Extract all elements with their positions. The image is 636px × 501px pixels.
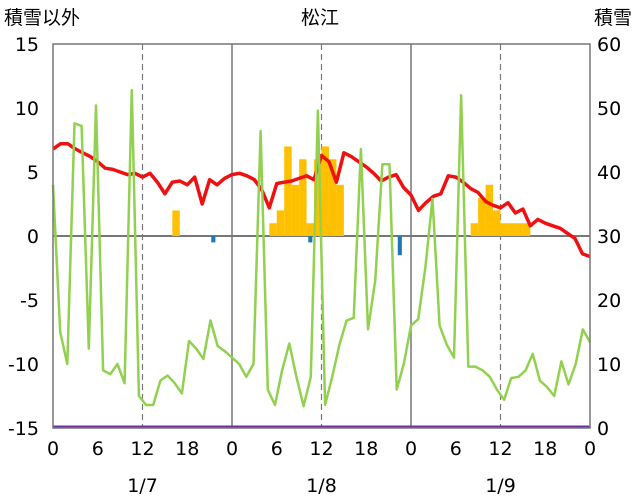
- left-tick-label: 10: [15, 98, 39, 120]
- snow_depth-bar: [470, 223, 479, 236]
- x-tick-label: 12: [309, 438, 333, 460]
- snow_depth-bar: [485, 184, 494, 236]
- snow_depth-bar: [515, 223, 523, 236]
- snow_depth-bar: [291, 184, 300, 236]
- negative-bar: [308, 236, 313, 243]
- negative-bar: [397, 236, 402, 256]
- snow_depth-bar: [507, 223, 516, 236]
- left-tick-label: 0: [27, 226, 39, 248]
- right-tick-label: 60: [597, 34, 621, 56]
- snow_depth-bar: [314, 159, 322, 236]
- right-tick-label: 10: [597, 354, 621, 376]
- snow_depth-bar: [276, 210, 285, 236]
- snow_depth-bar: [306, 223, 315, 236]
- day-label: 1/7: [127, 475, 158, 497]
- x-tick-label: 18: [354, 438, 378, 460]
- day-label: 1/8: [306, 475, 337, 497]
- x-tick-label: 0: [584, 438, 596, 460]
- snow_depth-bar: [328, 159, 337, 236]
- x-tick-label: 6: [450, 438, 462, 460]
- x-tick-label: 0: [226, 438, 238, 460]
- day-label: 1/9: [485, 475, 516, 497]
- right-tick-label: 0: [597, 418, 609, 440]
- left-tick-label: -10: [8, 354, 39, 376]
- snow_depth-bar: [336, 184, 344, 236]
- bars: [172, 146, 531, 256]
- x-tick-label: 12: [488, 438, 512, 460]
- x-tick-label: 6: [271, 438, 283, 460]
- x-tick-label: 6: [92, 438, 104, 460]
- right-axis-label: 積雪: [594, 7, 632, 29]
- right-tick-label: 30: [597, 226, 621, 248]
- snow_depth-bar: [299, 159, 307, 236]
- x-tick-label: 18: [175, 438, 199, 460]
- chart-title: 松江: [301, 7, 339, 29]
- right-tick-label: 20: [597, 290, 621, 312]
- snow_depth-bar: [321, 146, 329, 236]
- snow_depth-bar: [493, 210, 501, 236]
- snow_depth-bar: [522, 223, 531, 236]
- left-tick-label: 5: [27, 162, 39, 184]
- right-tick-label: 40: [597, 162, 621, 184]
- right-tick-label: 50: [597, 98, 621, 120]
- x-tick-label: 12: [130, 438, 154, 460]
- left-tick-label: -15: [8, 418, 39, 440]
- snow_depth-bar: [172, 210, 180, 236]
- negative-bar: [211, 236, 216, 243]
- left-tick-label: -5: [20, 290, 39, 312]
- x-tick-label: 0: [405, 438, 417, 460]
- snow_depth-bar: [500, 223, 508, 236]
- x-tick-label: 0: [47, 438, 59, 460]
- snow_depth-bar: [478, 197, 486, 236]
- x-tick-label: 18: [533, 438, 557, 460]
- plot-frame: [52, 43, 591, 429]
- series-lines: [51, 88, 592, 429]
- temperature-line: [52, 142, 591, 259]
- snow_depth-bar: [284, 146, 292, 236]
- left-tick-label: 15: [15, 34, 39, 56]
- wind-line: [51, 88, 592, 408]
- left-axis-label: 積雪以外: [4, 7, 80, 29]
- snow_depth-bar: [269, 223, 277, 236]
